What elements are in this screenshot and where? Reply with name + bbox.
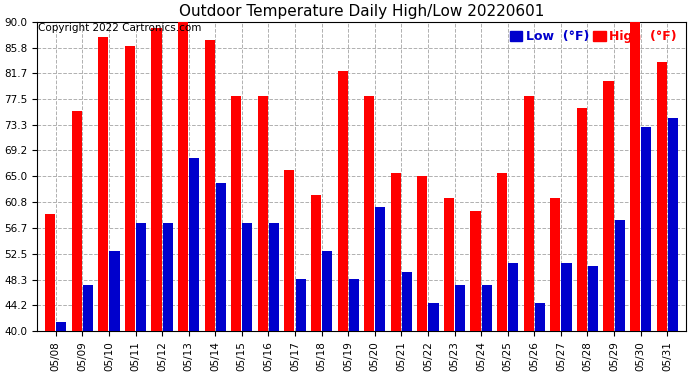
Bar [428, 303, 439, 331]
Bar [402, 272, 412, 331]
Bar [189, 158, 199, 331]
Bar [550, 198, 560, 331]
Bar [258, 96, 268, 331]
Bar [269, 223, 279, 331]
Bar [295, 279, 306, 331]
Bar [630, 19, 640, 331]
Bar [242, 223, 253, 331]
Bar [482, 285, 492, 331]
Bar [562, 263, 571, 331]
Bar [231, 96, 241, 331]
Title: Outdoor Temperature Daily High/Low 20220601: Outdoor Temperature Daily High/Low 20220… [179, 4, 544, 19]
Bar [57, 322, 66, 331]
Bar [497, 173, 507, 331]
Bar [364, 96, 374, 331]
Bar [136, 223, 146, 331]
Bar [524, 96, 534, 331]
Bar [125, 46, 135, 331]
Bar [284, 170, 295, 331]
Bar [417, 177, 427, 331]
Bar [391, 173, 401, 331]
Bar [45, 214, 55, 331]
Bar [110, 251, 119, 331]
Bar [152, 28, 161, 331]
Bar [604, 81, 613, 331]
Bar [509, 263, 518, 331]
Bar [337, 71, 348, 331]
Bar [348, 279, 359, 331]
Bar [375, 207, 386, 331]
Bar [72, 111, 82, 331]
Bar [322, 251, 333, 331]
Bar [455, 285, 465, 331]
Text: Copyright 2022 Cartronics.com: Copyright 2022 Cartronics.com [39, 23, 201, 33]
Bar [444, 198, 454, 331]
Legend: Low  (°F), High  (°F): Low (°F), High (°F) [507, 28, 680, 46]
Bar [205, 40, 215, 331]
Bar [535, 303, 545, 331]
Bar [178, 22, 188, 331]
Bar [641, 127, 651, 331]
Bar [311, 195, 321, 331]
Bar [83, 285, 93, 331]
Bar [471, 210, 481, 331]
Bar [577, 108, 587, 331]
Bar [657, 62, 667, 331]
Bar [588, 266, 598, 331]
Bar [163, 223, 172, 331]
Bar [216, 183, 226, 331]
Bar [615, 220, 624, 331]
Bar [668, 118, 678, 331]
Bar [98, 37, 108, 331]
